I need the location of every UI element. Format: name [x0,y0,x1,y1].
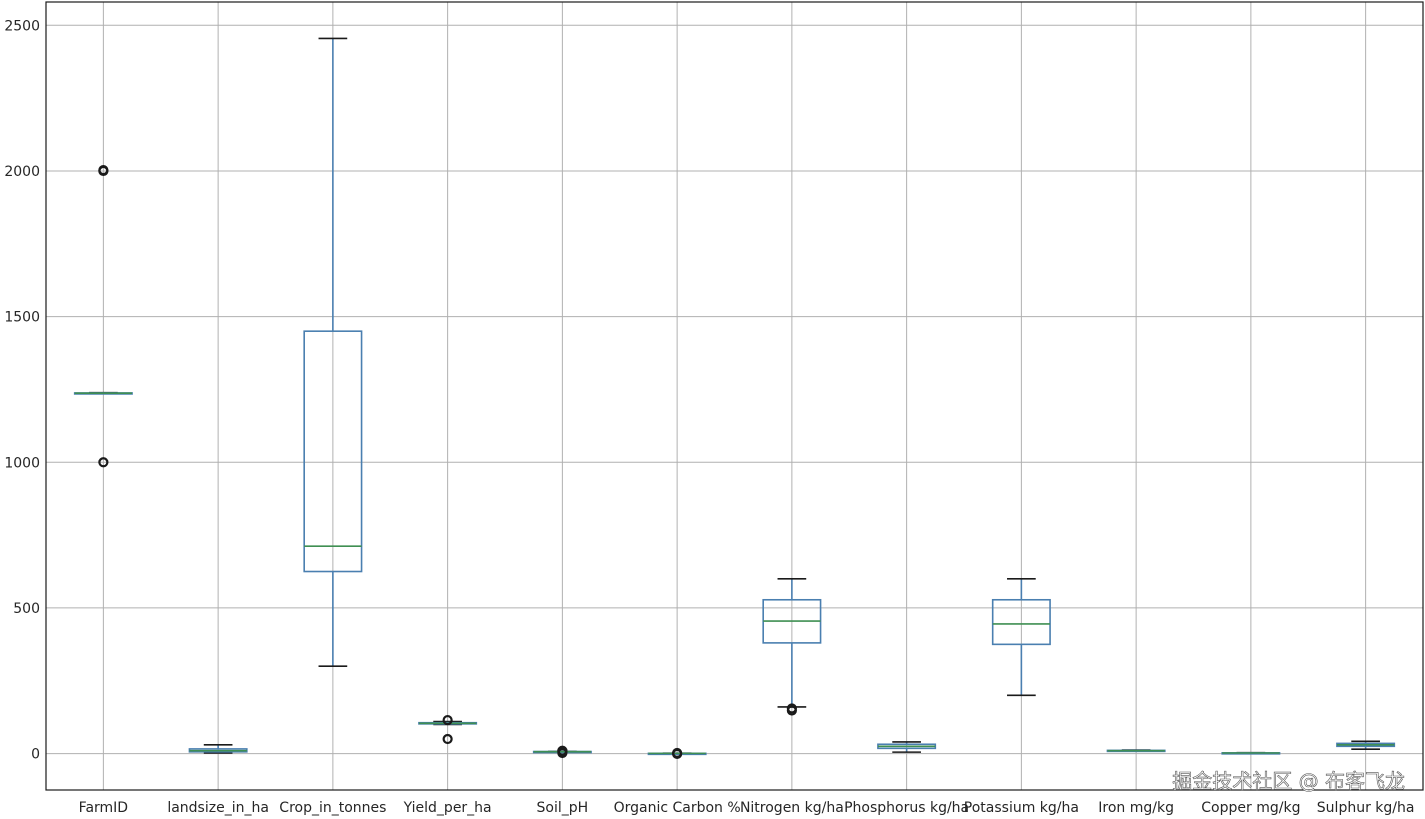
outlier-point [442,714,453,726]
x-tick-label: Iron mg/kg [1098,800,1174,816]
x-tick-label: Phosphorus kg/ha [844,800,969,816]
box-group [418,714,478,745]
box-group [303,37,363,667]
box-group [1336,740,1396,751]
grid-layer [46,2,1423,790]
x-tick-label: Yield_per_ha [403,800,492,816]
boxes-layer [73,37,1396,759]
y-tick-label: 2500 [4,18,40,34]
outlier-point [672,747,683,759]
box-group [1106,749,1166,753]
box-group [532,745,592,759]
x-tick-label: Nitrogen kg/ha [740,800,844,816]
iqr-box [303,330,363,573]
box-group [1221,751,1281,755]
outlier-point [98,164,109,176]
y-tick-label: 2000 [4,164,40,180]
axes-frame [45,1,1424,791]
x-tick-label: landsize_in_ha [167,800,269,816]
watermark-text: 掘金技术社区 @ 布客飞龙 [1172,769,1405,793]
box-group [762,577,822,716]
outlier-point [786,703,797,714]
box-group [73,164,133,468]
box-group [647,747,707,759]
x-tick-label: Potassium kg/ha [964,800,1079,816]
y-tick-label: 500 [13,601,40,617]
y-tick-label: 1000 [4,455,40,471]
x-tick-label: FarmID [79,800,128,816]
x-tick-label: Copper mg/kg [1201,800,1300,816]
y-tick-label: 0 [31,747,40,763]
iqr-box [991,598,1051,646]
x-tick-label: Sulphur kg/ha [1317,800,1415,816]
tick-labels-layer: 0 500 1000 1500 2000 2500 FarmID landsize_in_ha… [4,18,1414,816]
outlier-point [98,457,109,468]
y-tick-label: 1500 [4,310,40,326]
x-tick-label: Soil_pH [537,800,589,816]
box-group [188,744,248,754]
x-tick-label: Crop_in_tonnes [279,800,386,816]
box-group [991,577,1051,697]
outlier-point [442,733,453,745]
box-group [877,741,937,753]
outlier-point [557,745,568,756]
x-tick-label: Organic Carbon % [614,800,741,816]
